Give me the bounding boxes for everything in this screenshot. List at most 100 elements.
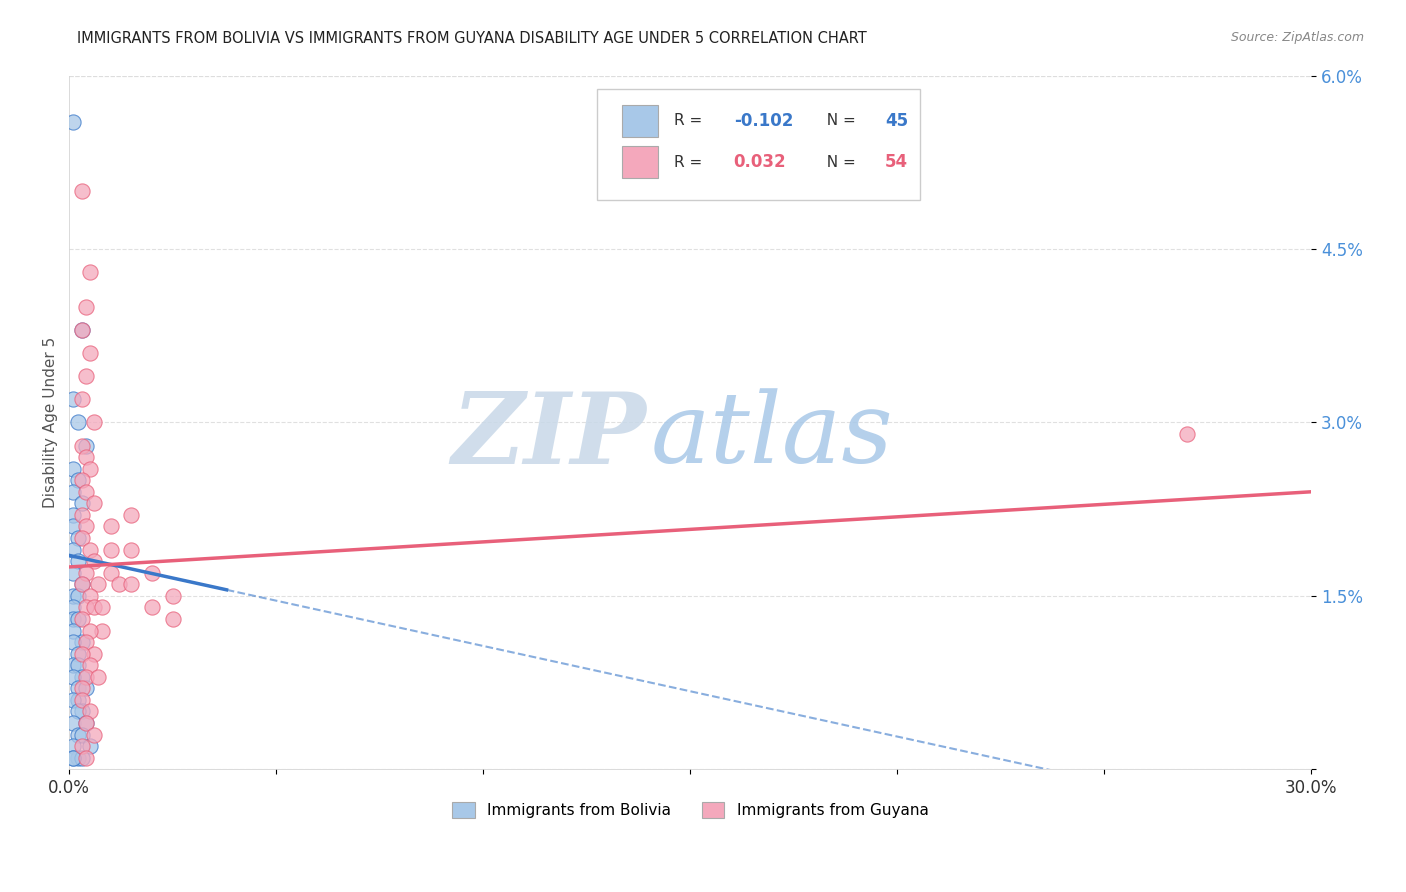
- Text: Source: ZipAtlas.com: Source: ZipAtlas.com: [1230, 31, 1364, 45]
- Point: [66, 612, 89, 626]
- Point: [70, 392, 93, 407]
- Point: [66, 728, 89, 742]
- Point: [75, 484, 97, 499]
- FancyBboxPatch shape: [621, 104, 658, 136]
- Point: [62, 716, 84, 731]
- Point: [70, 496, 93, 510]
- Point: [70, 750, 93, 764]
- Point: [1175, 427, 1198, 442]
- Text: N =: N =: [817, 154, 860, 169]
- Text: ZIP: ZIP: [451, 388, 647, 484]
- Point: [108, 577, 131, 591]
- Point: [75, 716, 97, 731]
- Point: [75, 600, 97, 615]
- Point: [79, 658, 101, 673]
- Point: [70, 693, 93, 707]
- Text: R =: R =: [673, 113, 707, 128]
- Point: [75, 716, 97, 731]
- Legend: Immigrants from Bolivia, Immigrants from Guyana: Immigrants from Bolivia, Immigrants from…: [446, 796, 935, 824]
- Text: -0.102: -0.102: [734, 112, 793, 129]
- Point: [62, 392, 84, 407]
- Point: [70, 184, 93, 198]
- Point: [79, 265, 101, 279]
- Point: [75, 750, 97, 764]
- Point: [79, 739, 101, 754]
- Point: [62, 519, 84, 533]
- Point: [66, 554, 89, 568]
- Point: [162, 589, 184, 603]
- Point: [66, 681, 89, 696]
- Point: [87, 670, 110, 684]
- Point: [70, 612, 93, 626]
- Point: [141, 600, 163, 615]
- Point: [70, 647, 93, 661]
- Point: [70, 681, 93, 696]
- Point: [120, 508, 142, 522]
- Point: [62, 624, 84, 638]
- Point: [62, 484, 84, 499]
- FancyBboxPatch shape: [621, 146, 658, 178]
- Point: [70, 670, 93, 684]
- Point: [70, 508, 93, 522]
- Point: [62, 670, 84, 684]
- Point: [70, 323, 93, 337]
- Point: [62, 635, 84, 649]
- Point: [62, 542, 84, 557]
- Text: R =: R =: [673, 154, 707, 169]
- Text: 0.032: 0.032: [734, 153, 786, 171]
- Text: IMMIGRANTS FROM BOLIVIA VS IMMIGRANTS FROM GUYANA DISABILITY AGE UNDER 5 CORRELA: IMMIGRANTS FROM BOLIVIA VS IMMIGRANTS FR…: [77, 31, 868, 46]
- Point: [62, 750, 84, 764]
- Point: [141, 566, 163, 580]
- Point: [66, 647, 89, 661]
- Point: [70, 577, 93, 591]
- Point: [62, 508, 84, 522]
- Point: [75, 670, 97, 684]
- Point: [66, 473, 89, 487]
- Point: [70, 635, 93, 649]
- Point: [120, 577, 142, 591]
- Point: [83, 728, 105, 742]
- Point: [91, 600, 114, 615]
- FancyBboxPatch shape: [598, 89, 920, 201]
- Point: [66, 705, 89, 719]
- Point: [83, 496, 105, 510]
- Point: [120, 542, 142, 557]
- Point: [62, 589, 84, 603]
- Point: [75, 681, 97, 696]
- Text: 45: 45: [886, 112, 908, 129]
- Point: [75, 519, 97, 533]
- Point: [66, 693, 89, 707]
- Point: [62, 739, 84, 754]
- Point: [79, 461, 101, 475]
- Text: atlas: atlas: [651, 389, 893, 484]
- Point: [162, 612, 184, 626]
- Point: [70, 438, 93, 452]
- Point: [62, 612, 84, 626]
- Point: [79, 542, 101, 557]
- Point: [62, 115, 84, 129]
- Point: [70, 531, 93, 545]
- Point: [91, 624, 114, 638]
- Point: [79, 346, 101, 360]
- Point: [75, 369, 97, 384]
- Point: [70, 577, 93, 591]
- Point: [87, 577, 110, 591]
- Point: [70, 323, 93, 337]
- Point: [62, 600, 84, 615]
- Y-axis label: Disability Age Under 5: Disability Age Under 5: [44, 337, 58, 508]
- Point: [62, 750, 84, 764]
- Point: [83, 647, 105, 661]
- Point: [70, 739, 93, 754]
- Point: [83, 416, 105, 430]
- Point: [62, 693, 84, 707]
- Point: [100, 542, 122, 557]
- Point: [70, 473, 93, 487]
- Point: [62, 461, 84, 475]
- Point: [62, 566, 84, 580]
- Point: [75, 438, 97, 452]
- Point: [83, 600, 105, 615]
- Point: [100, 519, 122, 533]
- Point: [66, 531, 89, 545]
- Text: 54: 54: [886, 153, 908, 171]
- Point: [66, 416, 89, 430]
